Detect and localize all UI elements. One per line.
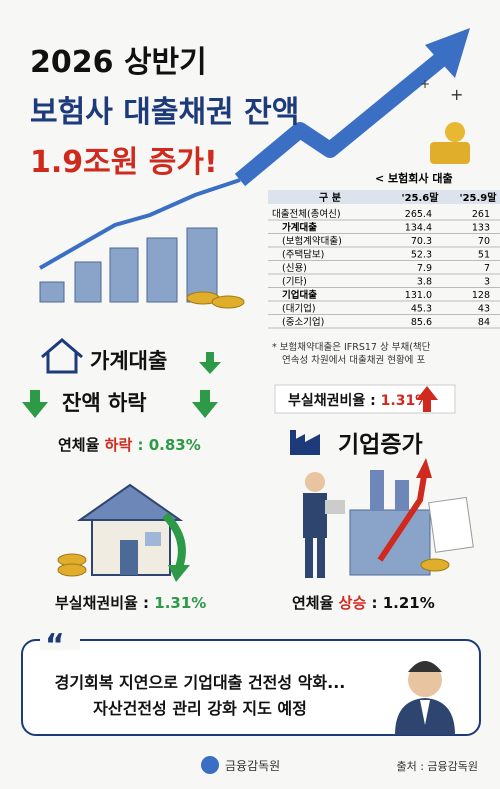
table-cell: 7.9 — [417, 263, 432, 274]
table-header-bg — [268, 190, 500, 204]
table-cell: 3 — [484, 277, 490, 288]
table-cell: 43 — [478, 304, 490, 315]
footer-source: 출처 : 금융감독원 — [396, 760, 478, 773]
svg-text:+: + — [450, 85, 463, 104]
business-illustration — [303, 458, 474, 578]
table-cell: (주택담보) — [282, 249, 324, 261]
table-caption: < 보험회사 대출 — [375, 171, 453, 185]
table-cell: (보험계약대출) — [282, 235, 342, 247]
table-cell: 84 — [478, 317, 490, 328]
table-cell: 70 — [478, 236, 490, 247]
person-illustration — [395, 661, 455, 735]
table-cell: 51 — [478, 250, 490, 261]
down-arrows — [22, 352, 221, 418]
table-cell: (신용) — [282, 263, 307, 274]
table-cell: 128 — [472, 290, 490, 301]
bar-illustration — [39, 178, 245, 309]
fss-logo — [201, 756, 219, 774]
footer-org: 금융감독원 — [225, 759, 280, 773]
table-cell: 134.4 — [405, 223, 432, 234]
corporate-npl: 부실채권비율 : 1.31% — [288, 392, 429, 409]
household-title: 가계대출 — [90, 349, 167, 373]
trend: 상승 — [339, 594, 367, 612]
table-cell: 85.6 — [411, 317, 432, 328]
value: 1.31% — [381, 393, 430, 409]
table-cell: 대출전체(총여신) — [272, 208, 341, 220]
title-line3: 1.9조원 증가! — [30, 145, 218, 180]
corporate-delinquency: 연체율 상승 : 1.21% — [292, 594, 435, 612]
table-cell: 52.3 — [411, 250, 432, 261]
title-line1: 2026 상반기 — [30, 45, 207, 80]
label: 연체율 — [58, 436, 100, 454]
label: 부실채권비율 : — [55, 594, 149, 612]
label: 연체율 — [292, 594, 334, 612]
quote-gap — [40, 632, 80, 650]
table-cell: 3.8 — [417, 277, 432, 288]
value: : 1.21% — [371, 594, 434, 612]
corporate-title: 기업증가 — [338, 432, 423, 458]
table-header: 구 분 — [319, 192, 341, 204]
table-note: * 보험채약대출은 IFRS17 상 부채(책단 — [272, 341, 431, 353]
household-subtitle: 잔액 하락 — [62, 391, 147, 415]
table-cell: 45.3 — [411, 304, 432, 315]
table-cell: (중소기업) — [282, 316, 324, 328]
quote-mark: “ — [45, 628, 65, 663]
value: 1.31% — [154, 594, 206, 612]
quote-line: 자산건전성 관리 강화 지도 예정 — [93, 699, 307, 718]
svg-text:+: + — [420, 77, 430, 91]
table-cell: (기타) — [282, 277, 307, 288]
table-cell: 70.3 — [411, 236, 432, 247]
title-line2: 보험사 대출채권 잔액 — [30, 95, 299, 130]
up-arrow — [416, 386, 438, 412]
label: 부실채권비율 : — [288, 392, 376, 409]
table-cell: 가계대출 — [282, 222, 317, 234]
table-cell: 기업대출 — [282, 289, 317, 301]
house-icon — [41, 338, 83, 374]
table-cell: (대기업) — [282, 303, 316, 315]
growth-arrow: ++ — [234, 28, 470, 187]
table-note: 연속성 차원에서 대출채권 현황에 포 — [282, 354, 425, 366]
trend: 하락 — [105, 436, 133, 454]
table-header: '25.9말 — [460, 192, 498, 204]
household-delinquency: 연체율 하락 : 0.83% — [58, 436, 201, 454]
household-npl: 부실채권비율 : 1.31% — [55, 594, 206, 612]
table-header: '25.6말 — [402, 192, 440, 204]
table-cell: 265.4 — [405, 209, 432, 220]
table-cell: 131.0 — [405, 290, 432, 301]
table-cell: 261 — [472, 209, 490, 220]
quote-box — [21, 639, 481, 736]
table-cell: 7 — [484, 263, 490, 274]
factory-icon — [290, 430, 320, 455]
quote-line: 경기회복 지연으로 기업대출 건전성 악화... — [55, 673, 346, 692]
value: : 0.83% — [137, 436, 200, 454]
table-cell: 133 — [472, 223, 490, 234]
house-illustration — [57, 483, 190, 582]
